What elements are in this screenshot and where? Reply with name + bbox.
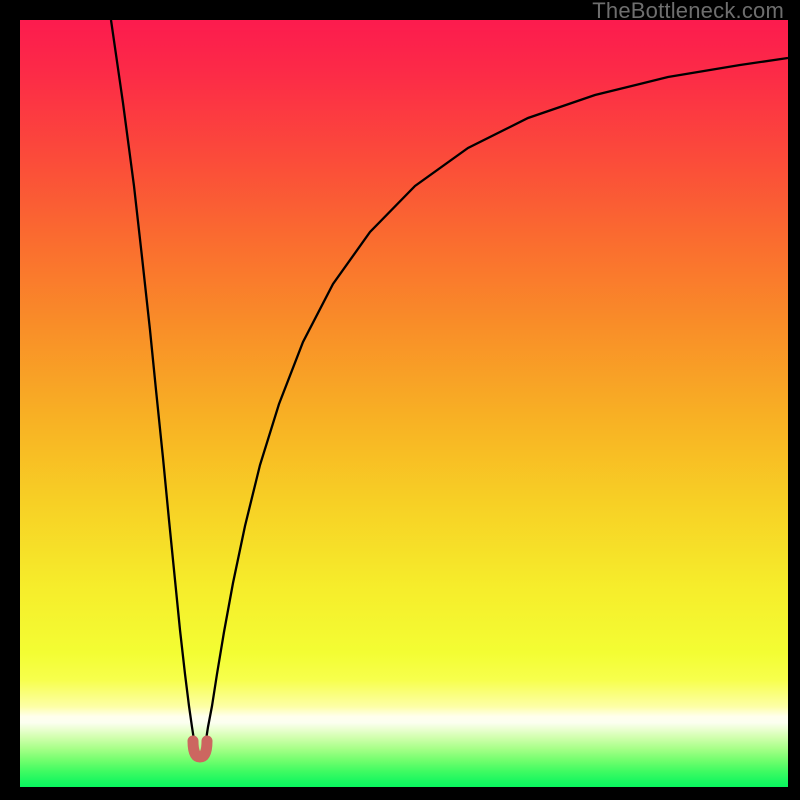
plot-svg <box>20 20 788 787</box>
border-left <box>0 0 20 800</box>
watermark-text: TheBottleneck.com <box>592 0 784 22</box>
minimum-marker <box>193 741 207 757</box>
curve-right-branch <box>206 58 788 740</box>
plot-area <box>20 20 788 787</box>
curve-left-branch <box>111 20 194 740</box>
border-bottom <box>0 787 800 800</box>
chart-frame: TheBottleneck.com <box>0 0 800 800</box>
border-right <box>788 0 800 800</box>
